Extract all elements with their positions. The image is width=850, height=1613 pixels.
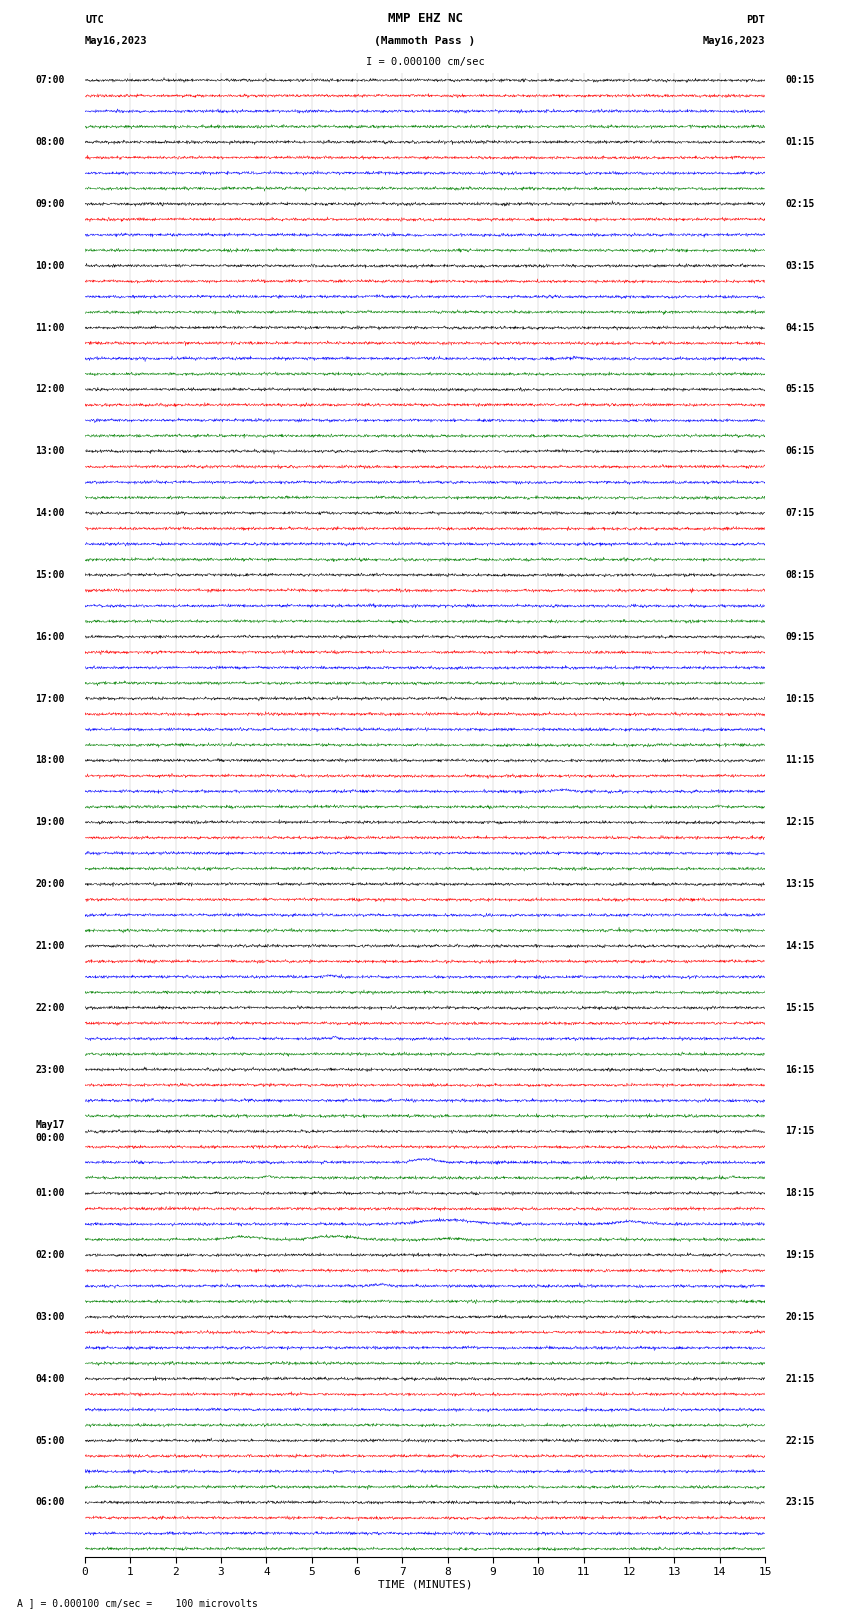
Text: 00:00: 00:00 bbox=[35, 1132, 65, 1142]
Text: 21:00: 21:00 bbox=[35, 940, 65, 952]
Text: 09:00: 09:00 bbox=[35, 198, 65, 210]
Text: MMP EHZ NC: MMP EHZ NC bbox=[388, 13, 462, 26]
Text: 10:15: 10:15 bbox=[785, 694, 815, 703]
Text: 14:15: 14:15 bbox=[785, 940, 815, 952]
Text: 11:15: 11:15 bbox=[785, 755, 815, 766]
Text: 18:15: 18:15 bbox=[785, 1189, 815, 1198]
Text: 17:15: 17:15 bbox=[785, 1126, 815, 1137]
Text: A ] = 0.000100 cm/sec =    100 microvolts: A ] = 0.000100 cm/sec = 100 microvolts bbox=[17, 1598, 258, 1608]
Text: 20:00: 20:00 bbox=[35, 879, 65, 889]
Text: 19:00: 19:00 bbox=[35, 818, 65, 827]
Text: 15:15: 15:15 bbox=[785, 1003, 815, 1013]
Text: 01:15: 01:15 bbox=[785, 137, 815, 147]
Text: 23:00: 23:00 bbox=[35, 1065, 65, 1074]
Text: 13:00: 13:00 bbox=[35, 447, 65, 456]
Text: 14:00: 14:00 bbox=[35, 508, 65, 518]
Text: 09:15: 09:15 bbox=[785, 632, 815, 642]
Text: 18:00: 18:00 bbox=[35, 755, 65, 766]
Text: 07:15: 07:15 bbox=[785, 508, 815, 518]
Text: PDT: PDT bbox=[746, 15, 765, 26]
Text: 05:15: 05:15 bbox=[785, 384, 815, 395]
Text: 04:15: 04:15 bbox=[785, 323, 815, 332]
Text: 08:15: 08:15 bbox=[785, 569, 815, 581]
Text: 12:15: 12:15 bbox=[785, 818, 815, 827]
Text: 06:15: 06:15 bbox=[785, 447, 815, 456]
Text: 03:00: 03:00 bbox=[35, 1311, 65, 1323]
Text: 13:15: 13:15 bbox=[785, 879, 815, 889]
Text: 04:00: 04:00 bbox=[35, 1374, 65, 1384]
Text: (Mammoth Pass ): (Mammoth Pass ) bbox=[374, 35, 476, 45]
Text: UTC: UTC bbox=[85, 15, 104, 26]
Text: 02:15: 02:15 bbox=[785, 198, 815, 210]
Text: 03:15: 03:15 bbox=[785, 261, 815, 271]
Text: May17: May17 bbox=[35, 1121, 65, 1131]
Text: 22:15: 22:15 bbox=[785, 1436, 815, 1445]
Text: 05:00: 05:00 bbox=[35, 1436, 65, 1445]
Text: 10:00: 10:00 bbox=[35, 261, 65, 271]
Text: 22:00: 22:00 bbox=[35, 1003, 65, 1013]
Text: 11:00: 11:00 bbox=[35, 323, 65, 332]
Text: 16:00: 16:00 bbox=[35, 632, 65, 642]
Text: 23:15: 23:15 bbox=[785, 1497, 815, 1508]
Text: 16:15: 16:15 bbox=[785, 1065, 815, 1074]
Text: 07:00: 07:00 bbox=[35, 76, 65, 85]
Text: 21:15: 21:15 bbox=[785, 1374, 815, 1384]
Text: 15:00: 15:00 bbox=[35, 569, 65, 581]
Text: 17:00: 17:00 bbox=[35, 694, 65, 703]
Text: 19:15: 19:15 bbox=[785, 1250, 815, 1260]
Text: 02:00: 02:00 bbox=[35, 1250, 65, 1260]
Text: 20:15: 20:15 bbox=[785, 1311, 815, 1323]
Text: 00:15: 00:15 bbox=[785, 76, 815, 85]
Text: 06:00: 06:00 bbox=[35, 1497, 65, 1508]
Text: I = 0.000100 cm/sec: I = 0.000100 cm/sec bbox=[366, 56, 484, 66]
Text: May16,2023: May16,2023 bbox=[85, 35, 148, 45]
Text: 01:00: 01:00 bbox=[35, 1189, 65, 1198]
Text: 08:00: 08:00 bbox=[35, 137, 65, 147]
Text: 12:00: 12:00 bbox=[35, 384, 65, 395]
X-axis label: TIME (MINUTES): TIME (MINUTES) bbox=[377, 1579, 473, 1590]
Text: May16,2023: May16,2023 bbox=[702, 35, 765, 45]
